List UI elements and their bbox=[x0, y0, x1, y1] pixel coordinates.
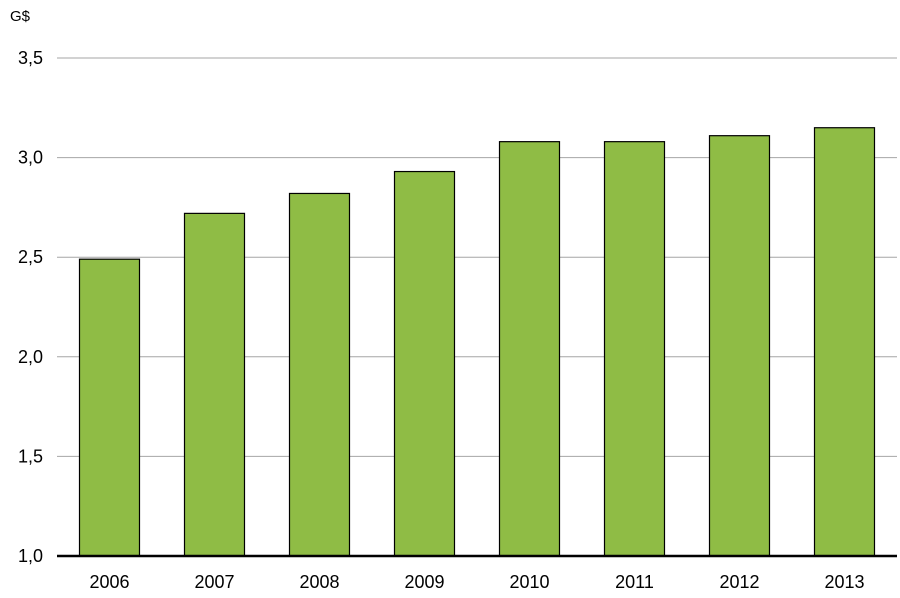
bar-2013 bbox=[813, 127, 876, 557]
bar-2010 bbox=[498, 141, 561, 557]
y-tick-label: 1,5 bbox=[18, 446, 43, 466]
y-tick-label: 2,5 bbox=[18, 247, 43, 267]
bar-2009 bbox=[393, 170, 456, 557]
bar-2006 bbox=[78, 258, 141, 557]
bar-2008 bbox=[288, 192, 351, 557]
x-tick-labels: 2006 2007 2008 2009 2010 2011 2012 2013 bbox=[89, 572, 864, 592]
x-tick-label: 2011 bbox=[615, 572, 654, 592]
x-tick-label: 2010 bbox=[509, 572, 549, 592]
x-tick-label: 2006 bbox=[89, 572, 129, 592]
y-axis-unit-label: G$ bbox=[10, 8, 31, 25]
y-tick-label: 1,0 bbox=[18, 546, 43, 566]
bars bbox=[78, 127, 876, 557]
y-tick-labels: 1,0 1,5 2,0 2,5 3,0 3,5 bbox=[18, 48, 43, 566]
y-tick-label: 3,5 bbox=[18, 48, 43, 68]
x-tick-label: 2009 bbox=[404, 572, 444, 592]
x-tick-label: 2007 bbox=[194, 572, 234, 592]
bar-2011 bbox=[603, 141, 666, 557]
y-tick-label: 2,0 bbox=[18, 347, 43, 367]
x-tick-label: 2012 bbox=[719, 572, 759, 592]
y-tick-label: 3,0 bbox=[18, 148, 43, 168]
x-tick-label: 2013 bbox=[824, 572, 864, 592]
bar-2007 bbox=[183, 212, 246, 557]
gridlines bbox=[57, 57, 897, 457]
x-tick-label: 2008 bbox=[299, 572, 339, 592]
bar-2012 bbox=[708, 135, 771, 557]
